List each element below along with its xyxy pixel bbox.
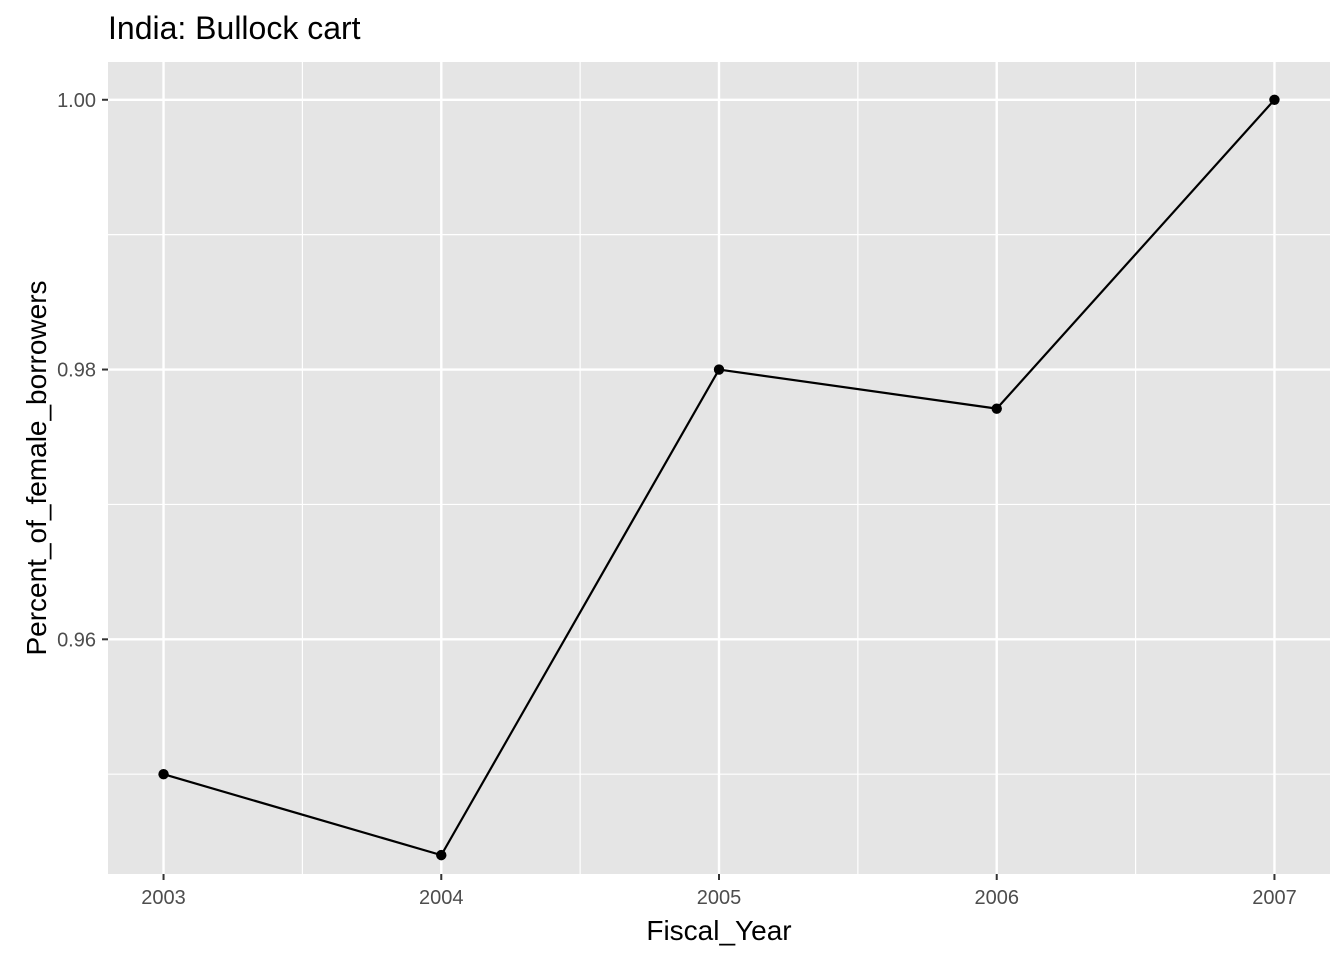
data-point: [991, 403, 1002, 414]
x-tick-label: 2006: [974, 887, 1019, 909]
y-tick-label: 1.00: [57, 90, 96, 112]
y-tick-label: 0.98: [57, 360, 96, 382]
y-axis-title: Percent_of_female_borrowers: [21, 280, 52, 655]
data-point: [158, 768, 169, 780]
data-point: [1269, 94, 1280, 105]
y-axis: 0.96 0.98 1.00: [57, 90, 108, 651]
x-tick-label: 2007: [1252, 887, 1297, 909]
major-gridlines: [108, 62, 1330, 874]
x-axis: 2003 2004 2005 2006 2007: [141, 874, 1297, 909]
x-axis-title: Fiscal_Year: [646, 915, 791, 946]
data-point: [713, 364, 725, 375]
x-tick-label: 2003: [141, 887, 186, 909]
y-tick-label: 0.96: [57, 629, 96, 651]
x-tick-label: 2005: [697, 887, 742, 909]
chart-title: India: Bullock cart: [108, 10, 361, 46]
data-point: [436, 849, 447, 861]
x-tick-label: 2004: [419, 887, 464, 909]
data-series: [158, 94, 1280, 861]
